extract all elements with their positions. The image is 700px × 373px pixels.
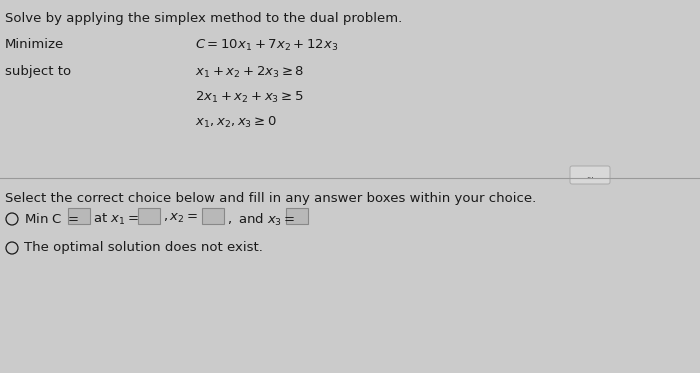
FancyBboxPatch shape [570, 166, 610, 184]
Text: ...: ... [586, 170, 594, 179]
FancyBboxPatch shape [68, 208, 90, 224]
Text: $x_1, x_2, x_3 \geq 0$: $x_1, x_2, x_3 \geq 0$ [195, 115, 277, 130]
Text: $C = 10x_1 + 7x_2 + 12x_3$: $C = 10x_1 + 7x_2 + 12x_3$ [195, 38, 338, 53]
Text: $2x_1 + x_2 + x_3 \geq 5$: $2x_1 + x_2 + x_3 \geq 5$ [195, 90, 304, 105]
Text: Min C $=$: Min C $=$ [24, 212, 79, 226]
Text: $x_1 + x_2 + 2x_3 \geq 8$: $x_1 + x_2 + 2x_3 \geq 8$ [195, 65, 304, 80]
Text: The optimal solution does not exist.: The optimal solution does not exist. [24, 241, 263, 254]
Text: at $x_1 =$: at $x_1 =$ [93, 212, 139, 227]
Text: Solve by applying the simplex method to the dual problem.: Solve by applying the simplex method to … [5, 12, 402, 25]
FancyBboxPatch shape [138, 208, 160, 224]
FancyBboxPatch shape [286, 208, 308, 224]
Text: Select the correct choice below and fill in any answer boxes within your choice.: Select the correct choice below and fill… [5, 192, 536, 205]
Text: $, x_2 =$: $, x_2 =$ [163, 212, 198, 225]
Text: subject to: subject to [5, 65, 71, 78]
Text: $,$ and $x_3 =$: $,$ and $x_3 =$ [227, 212, 295, 228]
Text: Minimize: Minimize [5, 38, 64, 51]
FancyBboxPatch shape [202, 208, 224, 224]
